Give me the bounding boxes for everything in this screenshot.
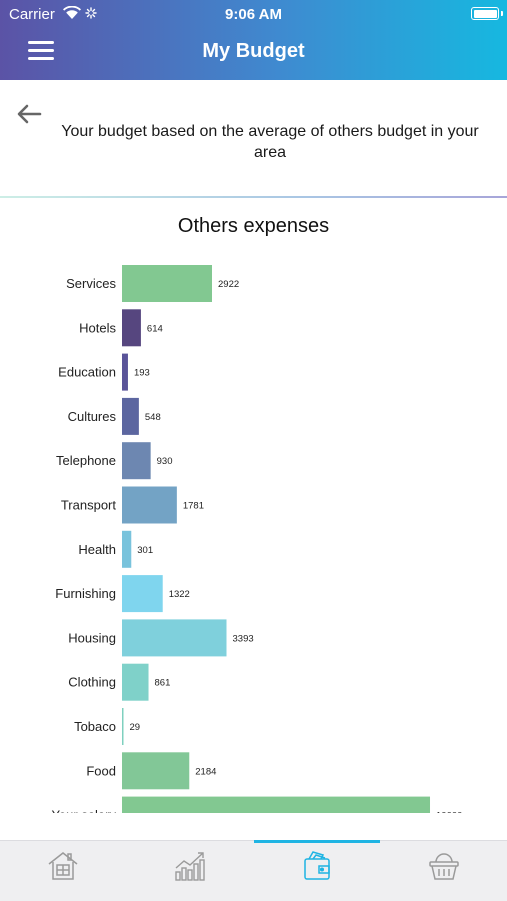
value-label-education: 193 [134, 368, 150, 379]
bar-chart: Services 2922 Hotels 614 Education 193 Culture… [51, 265, 462, 813]
app-header: Carrier 9:06 AM My Budget [0, 0, 507, 80]
bar-telephone [122, 442, 151, 480]
tab-home[interactable] [0, 841, 126, 901]
bar-education [122, 353, 128, 391]
carrier-label: Carrier [9, 6, 55, 23]
status-bar: Carrier 9:06 AM [0, 0, 507, 28]
basket-icon [429, 853, 459, 880]
bar-health [122, 530, 132, 568]
back-arrow-icon[interactable] [16, 103, 42, 125]
tab-basket[interactable] [381, 841, 507, 901]
category-label-telephone: Telephone [56, 453, 116, 468]
category-label-furnishing: Furnishing [55, 586, 116, 601]
value-label-tobaco: 29 [130, 722, 141, 733]
chart-title: Others expenses [177, 215, 330, 237]
bar-cultures [122, 397, 139, 435]
value-label-clothing: 861 [155, 678, 171, 689]
value-label-food: 2184 [195, 766, 216, 777]
value-label-cultures: 548 [145, 412, 161, 423]
bar-tobaco [122, 708, 124, 745]
page-title: My Budget [202, 40, 305, 62]
value-label-transport: 1781 [183, 501, 204, 512]
activity-icon [85, 7, 97, 19]
category-label-cultures: Cultures [68, 409, 117, 424]
hamburger-menu-icon[interactable] [28, 41, 54, 61]
others-expenses-chart: Services 2922 Hotels 614 Education 193 Culture… [0, 250, 507, 813]
bar-your-salary [122, 796, 431, 813]
bar-furnishing [122, 575, 163, 613]
value-label-your-salary: 10000 [436, 811, 462, 813]
bar-housing [122, 619, 227, 657]
home-icon [48, 852, 78, 880]
tab-wallet[interactable] [254, 841, 380, 901]
active-tab-indicator [254, 840, 380, 843]
bar-chart-icon [175, 852, 205, 881]
value-label-health: 301 [137, 545, 153, 556]
bar-hotels [122, 309, 141, 347]
category-label-services: Services [66, 276, 116, 291]
category-label-clothing: Clothing [68, 675, 116, 690]
battery-tip [501, 11, 503, 16]
category-label-health: Health [78, 542, 116, 557]
bar-services [122, 265, 212, 302]
bar-food [122, 752, 190, 790]
budget-description: Your budget based on the average of othe… [61, 123, 479, 161]
bar-transport [122, 486, 177, 524]
status-time: 9:06 AM [225, 6, 282, 23]
category-label-transport: Transport [61, 498, 117, 513]
value-label-services: 2922 [218, 279, 239, 290]
section-divider [0, 196, 507, 198]
bar-clothing [122, 663, 149, 701]
wallet-icon [304, 851, 330, 880]
category-label-your-salary: Your salary [51, 808, 116, 813]
wifi-icon [63, 6, 81, 19]
tab-bar [0, 840, 507, 901]
category-label-hotels: Hotels [79, 320, 116, 335]
value-label-furnishing: 1322 [169, 589, 190, 600]
value-label-telephone: 930 [157, 456, 173, 467]
category-label-housing: Housing [68, 630, 116, 645]
value-label-housing: 3393 [233, 633, 254, 644]
value-label-hotels: 614 [147, 323, 163, 334]
category-label-tobaco: Tobaco [74, 719, 116, 734]
tab-stats[interactable] [127, 841, 253, 901]
battery-icon [471, 7, 499, 20]
category-label-food: Food [86, 763, 116, 778]
category-label-education: Education [58, 365, 116, 380]
